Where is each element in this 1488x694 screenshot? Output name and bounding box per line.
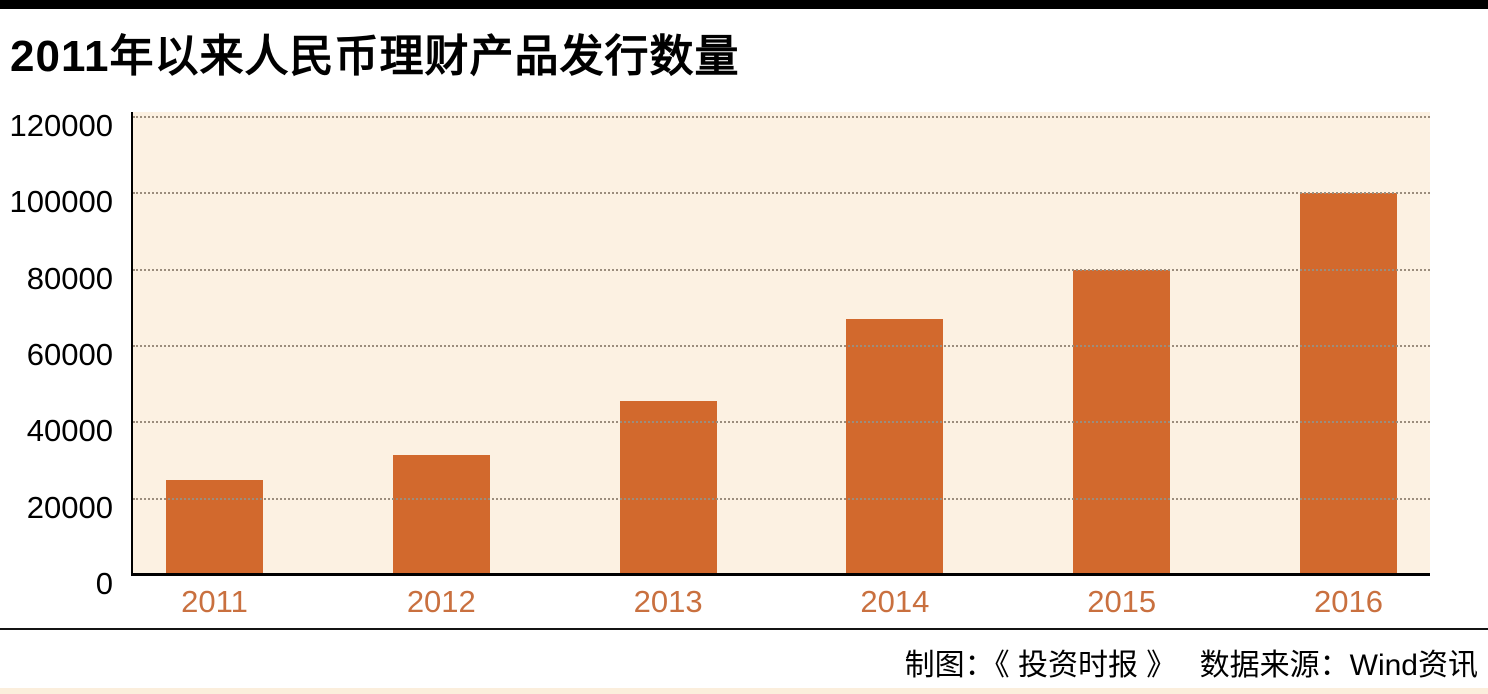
bar-2011	[166, 479, 263, 575]
credit-line: 制图：《 投资时报 》 数据来源：Wind资讯	[904, 649, 1478, 682]
y-tick-label-40000: 40000	[26, 413, 113, 449]
footer-divider	[0, 628, 1488, 630]
bar-2016	[1299, 193, 1397, 575]
y-tick-label-80000: 80000	[26, 260, 113, 296]
y-tick-label-120000: 120000	[9, 108, 113, 143]
y-tick-label-0: 0	[95, 566, 113, 601]
gridline-80000	[133, 268, 1430, 271]
bar-2012	[392, 454, 490, 575]
plot-area	[133, 112, 1430, 575]
chart-title: 2011年以来人民币理财产品发行数量	[10, 32, 740, 81]
gridline-100000	[133, 192, 1430, 195]
gridline-120000	[133, 116, 1430, 118]
y-tick-label-60000: 60000	[26, 337, 113, 372]
x-tick-label-2014: 2014	[860, 584, 930, 619]
x-axis-tick-labels: 2011 2012 2013 2014 2015 2016	[133, 584, 1430, 620]
gridline-20000	[133, 497, 1430, 500]
gridline-60000	[133, 345, 1430, 347]
y-axis-line	[131, 112, 133, 576]
bottom-accent-strip	[0, 688, 1488, 694]
top-black-bar	[0, 0, 1488, 9]
x-tick-label-2013: 2013	[633, 584, 703, 619]
x-tick-label-2011: 2011	[181, 584, 248, 619]
x-axis-line	[131, 573, 1430, 576]
bar-2014	[846, 319, 944, 575]
bar-2013	[619, 401, 717, 575]
y-axis-tick-labels: 0 20000 40000 60000 80000 100000 120000	[0, 108, 113, 601]
gridline-40000	[133, 421, 1430, 424]
y-tick-label-20000: 20000	[26, 489, 113, 525]
x-tick-label-2016: 2016	[1314, 584, 1383, 619]
x-tick-label-2015: 2015	[1087, 584, 1157, 619]
x-tick-label-2012: 2012	[406, 584, 476, 619]
y-tick-label-100000: 100000	[9, 184, 113, 220]
bars-container	[133, 112, 1430, 575]
